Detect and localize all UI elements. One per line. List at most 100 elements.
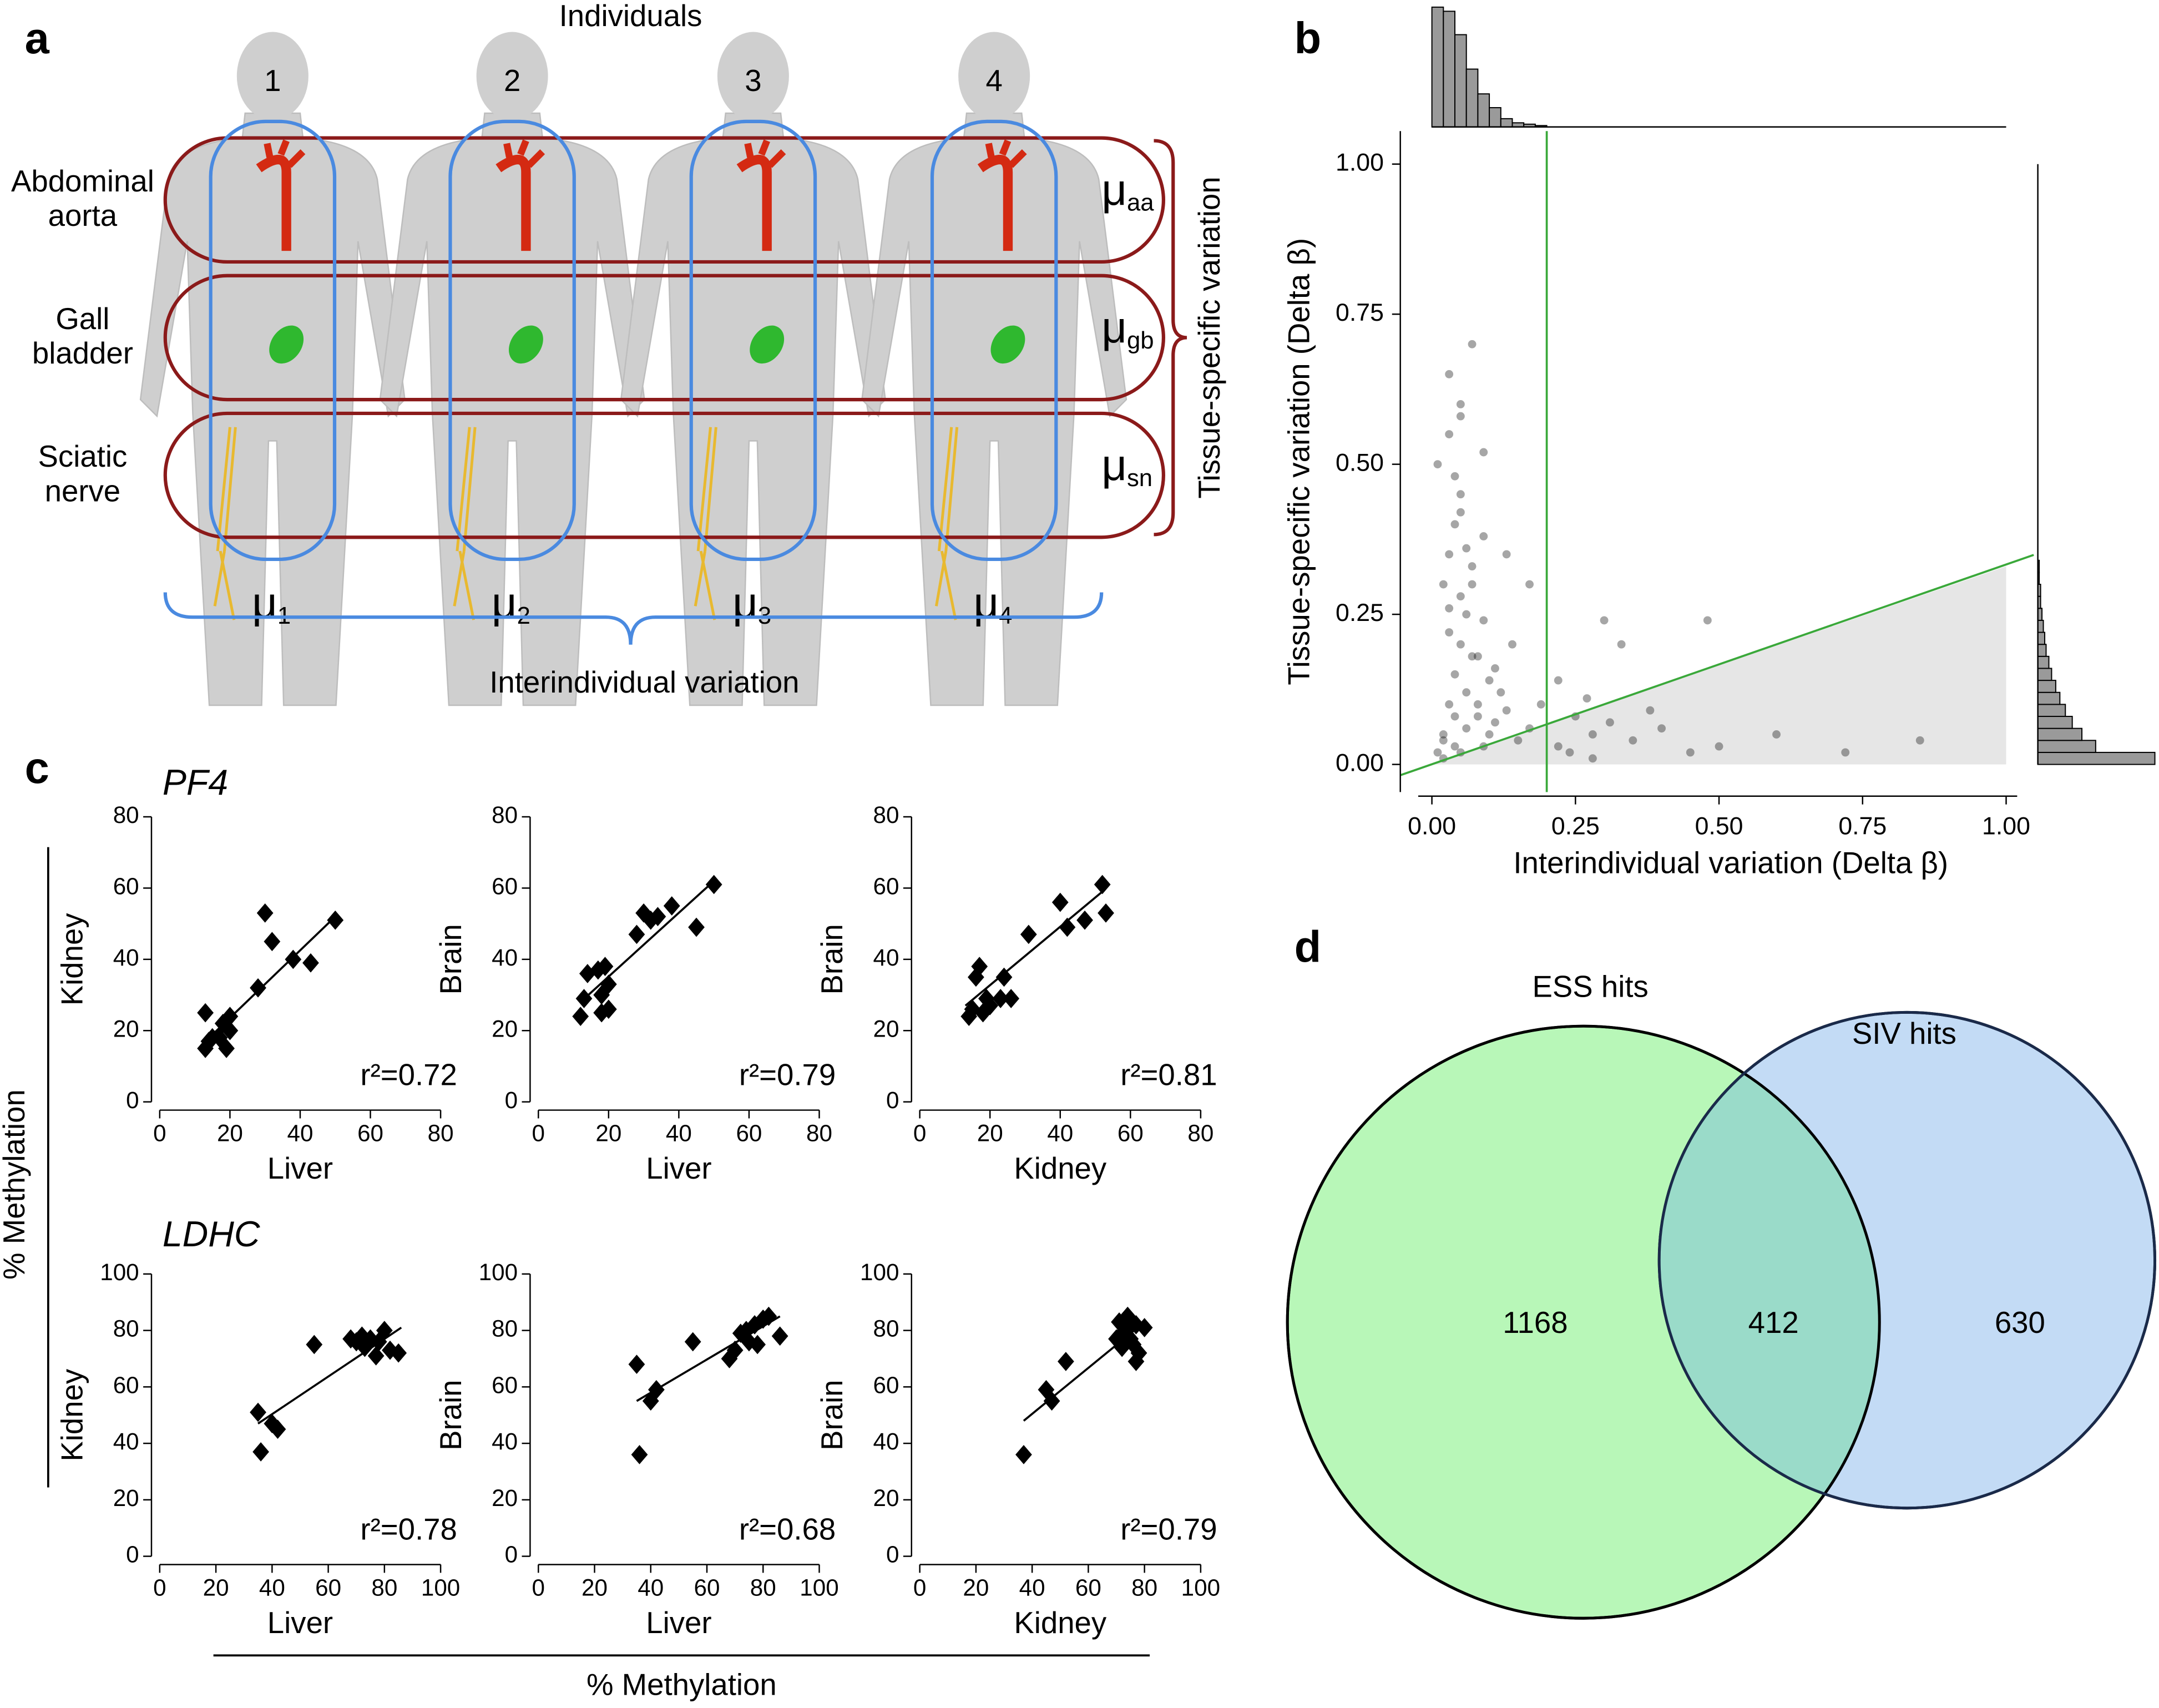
individual-number: 2 [504,64,520,98]
person-head [476,32,548,120]
scatter-point [1456,592,1465,601]
x-tick-label: 40 [1019,1574,1045,1600]
x-tick-label: 80 [1187,1120,1214,1146]
mu-label: μaa [1101,165,1154,216]
scatter-point [1462,610,1471,619]
y-tick-label: 60 [113,1372,139,1398]
tissue-label: aorta [48,199,118,233]
scatter-point [1565,748,1574,757]
scatter-point [1473,700,1482,709]
x-tick-label: 0.75 [1838,813,1887,840]
x-axis-label: Liver [646,1151,711,1185]
sciatic-nerve [213,427,237,620]
scatter-point [600,999,617,1019]
individual-outline [689,119,817,562]
scatter-point [1462,688,1471,697]
scatter-point [1468,562,1477,570]
diagram-title: Individuals [559,0,702,33]
scatter-point [252,1442,269,1462]
x-tick-label: 60 [1118,1120,1144,1146]
x-tick-label: 20 [963,1574,989,1600]
scatter-point [1772,730,1781,739]
scatter-point [1020,924,1037,944]
tissue-brace-label: Tissue-specific variation [1192,176,1226,498]
tissue-brace [1154,139,1187,537]
scatter-point [1445,700,1454,709]
y-tick-label: 40 [492,944,518,971]
histogram-bar [1443,11,1455,128]
aorta [495,155,531,251]
x-axis-label: Liver [267,1606,333,1640]
scatter-point [1491,664,1499,673]
scatter-point [1450,712,1459,721]
x-tick-label: 20 [595,1120,621,1146]
gall-bladder [750,325,785,364]
y-tick-label: 0 [126,1542,139,1568]
scatter-point [1485,730,1494,739]
sciatic-nerve [453,427,477,620]
y-tick-label: 20 [113,1015,139,1042]
y-tick-label: 40 [492,1428,518,1454]
scatter-point [628,924,645,944]
histogram-bar [2037,740,2096,753]
individual-outline [448,119,576,562]
scatter-point [705,875,722,895]
scatter-point [1468,580,1477,589]
x-axis-label: Liver [267,1151,333,1185]
mu-subscript: gb [1127,326,1154,353]
annotation: r²=0.78 [360,1512,457,1546]
scatter-point [1715,742,1723,751]
scatter-point [1657,724,1666,733]
panel-label: d [1295,922,1322,972]
histogram-bar [2037,668,2052,681]
x-tick-label: 40 [666,1120,692,1146]
x-axis-label: Kidney [1014,1151,1107,1185]
histogram-bar [2037,619,2044,633]
individual-outline [930,119,1058,562]
y-axis-label: Kidney [55,1368,89,1462]
scatter-point [1059,917,1076,937]
y-tick-label: 60 [113,873,139,900]
mu-subscript: sn [1127,464,1152,492]
annotation: r²=0.81 [1120,1058,1217,1091]
histogram-bar [2037,691,2061,705]
tissue-label: Gall [55,302,109,336]
scatter-point [1450,670,1459,679]
histogram-bar [2037,716,2073,729]
scatter-point [684,1332,701,1352]
x-axis-label: Liver [646,1606,711,1640]
scatter-point [771,1326,788,1346]
gall-bladder [509,325,543,364]
x-tick-label: 80 [750,1574,776,1600]
histogram-bar [2037,704,2066,717]
y-axis-label: Tissue-specific variation (Delta β) [1282,238,1316,685]
scatter-point [1468,652,1477,661]
scatter-point [197,1003,214,1023]
x-tick-label: 40 [287,1120,314,1146]
y-axis-label: Brain [434,1380,468,1451]
x-tick-label: 80 [1131,1574,1157,1600]
x-tick-label: 0.25 [1551,813,1600,840]
x-tick-label: 60 [315,1574,341,1600]
scatter-point [1043,1391,1060,1411]
scatter-point [1076,910,1093,930]
y-tick-label: 0 [505,1087,518,1113]
mu-symbol: μ [1101,302,1127,352]
x-tick-label: 0 [532,1120,545,1146]
histogram-bar [1431,6,1444,128]
panel-label: b [1295,13,1322,63]
scatter-point [596,957,614,977]
scatter-point [1098,903,1114,923]
scatter-point [1473,652,1482,661]
aorta [736,155,772,251]
scatter-point [1136,1318,1153,1337]
y-tick-label: 0 [886,1087,899,1113]
fit-line [1023,1321,1145,1422]
scatter-point [302,953,319,973]
diagonal-threshold [1400,554,2034,776]
scatter-point [572,1007,589,1026]
y-tick-label: 60 [492,1372,518,1398]
y-tick-label: 80 [113,802,139,828]
aorta-branches [985,139,1027,168]
x-tick-label: 1.00 [1982,813,2030,840]
